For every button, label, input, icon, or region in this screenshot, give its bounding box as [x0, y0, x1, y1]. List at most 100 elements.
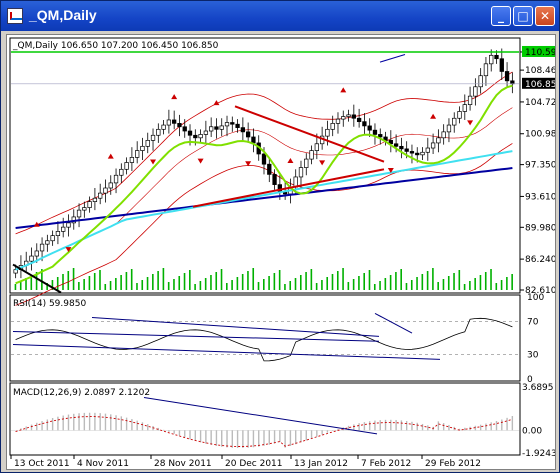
volume-bar [352, 279, 355, 290]
main-panel-frame [9, 37, 521, 294]
chart-canvas[interactable]: _QM,Daily 106.650 107.200 106.450 106.85… [7, 35, 555, 469]
rsi-trendline-2 [12, 344, 441, 360]
candle-up [124, 162, 129, 170]
candle-up [309, 150, 314, 160]
volume-bar [215, 272, 218, 290]
trendline-black [12, 263, 62, 294]
volume-bar [458, 270, 461, 290]
time-label: 29 Feb 2012 [425, 459, 481, 469]
macd-panel-header: MACD(12,26,9) 2.0897 2.1202 [13, 388, 150, 398]
volume-bar [46, 283, 48, 290]
title-bar[interactable]: _QM,Daily _ □ ✕ [1, 1, 559, 31]
close-button[interactable]: ✕ [535, 6, 555, 26]
candle-up [483, 63, 489, 77]
candle-up [166, 119, 172, 126]
candle-down [362, 121, 367, 127]
candle-up [203, 130, 209, 135]
volume-bar [342, 268, 344, 290]
rsi-axis: 100 70 30 0 [527, 293, 544, 385]
volume-bar [257, 282, 260, 290]
candle-up [108, 182, 113, 189]
volume-bar [453, 273, 455, 290]
candle-up [330, 123, 335, 130]
volume-bar [157, 271, 159, 290]
volume-bar [426, 271, 429, 290]
volume-bar [51, 280, 54, 290]
volume-bar [363, 273, 365, 290]
candle-down [240, 127, 246, 133]
volume-bar [125, 272, 128, 290]
volume-bar [167, 282, 170, 290]
volume-bar [379, 281, 381, 290]
volume-bar [41, 269, 43, 290]
volume-bar [146, 277, 149, 290]
rsi-chart [11, 312, 519, 362]
candle-up [462, 104, 467, 112]
candle-down [404, 148, 409, 152]
volume-bar [56, 277, 59, 290]
candle-up [441, 131, 446, 139]
candle-down [235, 123, 240, 128]
candle-up [457, 111, 462, 119]
candle-up [161, 124, 166, 130]
volume-bar [35, 272, 38, 290]
candle-up [135, 150, 140, 158]
volume-bar [321, 280, 323, 290]
candle-up [50, 235, 55, 242]
volume-bar [447, 276, 450, 290]
candle-down [504, 71, 510, 82]
volume-bar [83, 279, 85, 290]
price-label: 86.240 [525, 255, 555, 265]
volume-bar [299, 275, 302, 290]
candle-up [478, 75, 483, 88]
volume-bar [469, 281, 471, 290]
volume-bar [315, 283, 318, 290]
candle-down [261, 153, 267, 165]
minimize-button[interactable]: _ [491, 6, 511, 26]
rsi-panel-header: RSI(14) 59.9850 [13, 299, 86, 309]
maximize-button[interactable]: □ [513, 6, 533, 26]
candle-up [156, 128, 161, 136]
candle-up [436, 137, 441, 144]
candle-down [388, 140, 393, 145]
volume-bar [368, 270, 371, 290]
volume-bar [30, 275, 33, 290]
volume-bar [67, 271, 70, 290]
level-price-tag [522, 45, 555, 57]
volume-bar [62, 274, 64, 290]
volume-bar [152, 274, 154, 290]
rsi-scale-label: 70 [527, 318, 539, 328]
volume-bar [421, 274, 424, 290]
candle-up [39, 243, 45, 252]
fractal-down-marker [319, 160, 326, 166]
macd-scale-label: -1.9243 [522, 449, 555, 459]
candle-up [219, 125, 224, 130]
candle-down [510, 80, 515, 85]
macd-scale-label: 3.6895 [522, 383, 554, 393]
candle-up [346, 114, 351, 117]
candle-down [251, 136, 256, 144]
candle-up [198, 134, 203, 139]
candle-down [172, 119, 177, 124]
candle-up [61, 226, 66, 232]
rsi-trendline-1 [12, 330, 380, 342]
fractal-up-marker [107, 153, 114, 159]
volume-bar [178, 276, 181, 290]
chart-area[interactable]: _QM,Daily 106.650 107.200 106.450 106.85… [6, 34, 556, 470]
volume-bar [231, 280, 233, 290]
time-label: 13 Jan 2012 [294, 459, 348, 469]
candle-up [87, 201, 92, 208]
price-label: 110.592 [525, 48, 555, 58]
candle-up [140, 145, 145, 151]
volume-bar [130, 269, 133, 290]
time-label: 4 Nov 2011 [77, 459, 129, 469]
price-label: 100.980 [525, 130, 555, 140]
volume-bar [104, 284, 107, 290]
fractal-down-marker [150, 159, 157, 165]
rsi-scale-label: 0 [527, 375, 533, 385]
price-label: 108.460 [525, 66, 555, 76]
candle-up [29, 255, 34, 262]
volume-bar [511, 274, 513, 290]
time-label: 13 Oct 2011 [14, 459, 70, 469]
